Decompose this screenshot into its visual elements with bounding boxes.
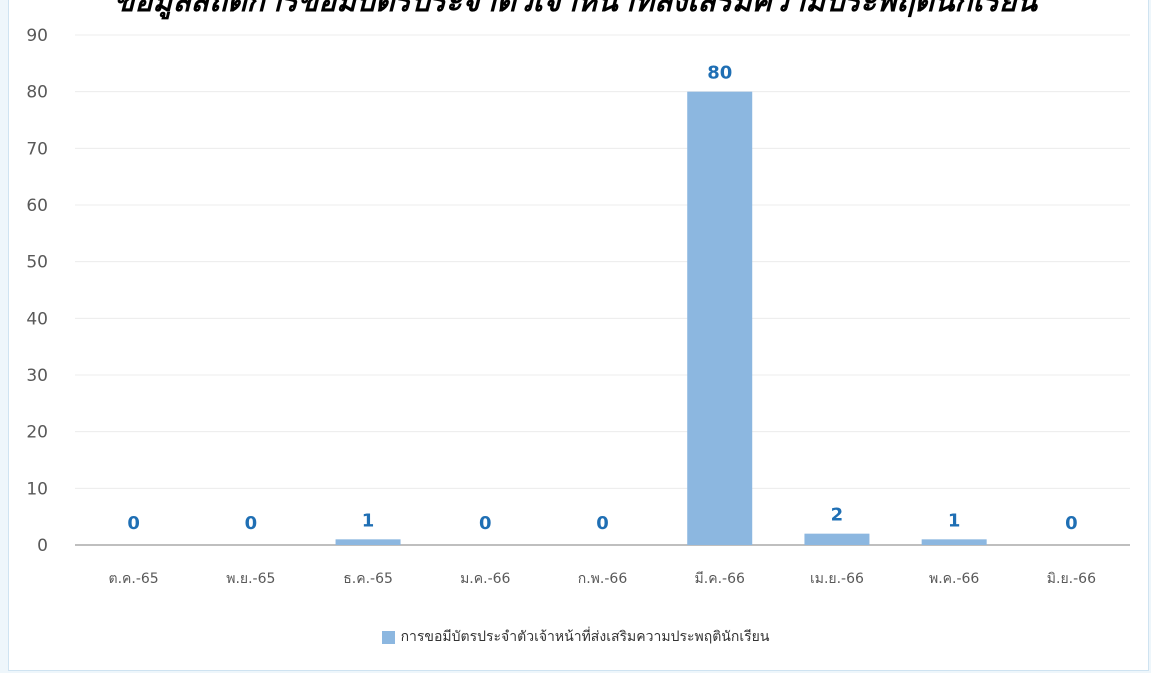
x-tick-label: พ.ย.-65 (226, 571, 275, 587)
gridlines (75, 34, 1130, 546)
y-tick-label: 0 (37, 536, 48, 556)
x-axis-ticks: ต.ค.-65 พ.ย.-65 ธ.ค.-65 ม.ค.-66 ก.พ.-66 มี.ค.… (108, 571, 1096, 587)
x-tick-label: เม.ย.-66 (810, 571, 864, 587)
y-tick-label: 80 (26, 83, 48, 103)
bar (335, 539, 401, 545)
bar (804, 533, 870, 545)
y-tick-label: 90 (26, 26, 48, 46)
data-label: 0 (479, 513, 492, 534)
y-tick-label: 50 (26, 253, 48, 273)
y-tick-label: 30 (26, 366, 48, 386)
x-tick-label: ก.พ.-66 (578, 571, 628, 587)
data-label: 0 (127, 513, 140, 534)
y-tick-label: 70 (26, 139, 48, 159)
chart-title: ข้อมูลสถิติการขอมีบัตรประจำตัวเจ้าหน้าที… (113, 0, 1038, 19)
data-label: 0 (1065, 513, 1078, 534)
data-label: 0 (596, 513, 609, 534)
x-tick-label: มี.ค.-66 (695, 571, 745, 587)
x-tick-label: พ.ค.-66 (929, 571, 979, 587)
data-label: 80 (707, 63, 732, 84)
y-tick-label: 60 (26, 196, 48, 216)
chart-frame (8, 0, 1149, 671)
bar (687, 91, 753, 546)
legend-label: การขอมีบัตรประจำตัวเจ้าหน้าที่ส่งเสริมคว… (400, 629, 770, 645)
data-label: 0 (245, 513, 258, 534)
bars (335, 91, 987, 546)
data-label: 1 (362, 510, 375, 531)
data-label: 2 (831, 505, 844, 526)
x-tick-label: ธ.ค.-65 (343, 571, 393, 587)
y-tick-label: 10 (26, 479, 48, 499)
bar (921, 539, 987, 545)
y-tick-label: 20 (26, 423, 48, 443)
data-label: 1 (948, 510, 961, 531)
legend: การขอมีบัตรประจำตัวเจ้าหน้าที่ส่งเสริมคว… (0, 626, 1151, 648)
x-tick-label: ม.ค.-66 (460, 571, 510, 587)
legend-swatch (381, 630, 395, 644)
x-tick-label: ต.ค.-65 (108, 571, 158, 587)
x-tick-label: มิ.ย.-66 (1047, 571, 1096, 587)
y-tick-label: 40 (26, 309, 48, 329)
y-axis-ticks: 0 10 20 30 40 50 60 70 80 90 (26, 26, 48, 556)
data-labels: 0 0 1 0 0 80 2 1 0 (127, 63, 1077, 534)
